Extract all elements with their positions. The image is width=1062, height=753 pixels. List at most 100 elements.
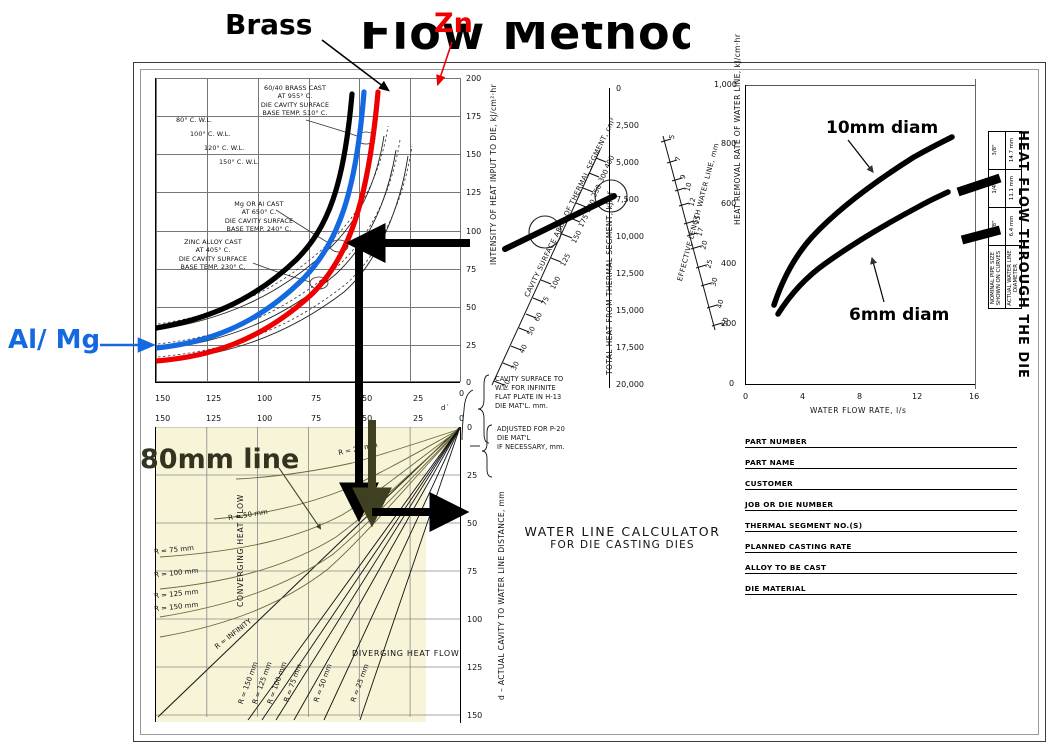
xtick-b-150: 150: [155, 414, 171, 423]
form-row-thermal-segment[interactable]: THERMAL SEGMENT NO.(S): [745, 516, 1017, 537]
ytick-100: 100: [466, 227, 482, 236]
xtick-a-25: 25: [413, 394, 424, 403]
xtick-b-75: 75: [311, 414, 322, 423]
form-input-part-number[interactable]: [745, 447, 1017, 448]
page-title-cropped: Flow Method: [360, 22, 690, 64]
side-title-heat-flow: HEAT FLOW THROUGH THE DIE: [1015, 130, 1030, 379]
ytick-200: 200: [721, 319, 737, 328]
xtick-0: 0: [743, 392, 749, 401]
y-axis-label-cavity-distance: d – ACTUAL CAVITY TO WATER LINE DISTANCE…: [497, 491, 506, 700]
callout-6mm-diam: 6mm diam: [849, 305, 950, 325]
wl-label-120: 120° C. W.L.: [204, 144, 245, 152]
xtick-a-125: 125: [206, 394, 222, 403]
ytick-200: 200: [466, 74, 482, 83]
curve-6mm-diam: [775, 189, 951, 317]
curve-al-mg: [156, 89, 367, 351]
ytick-125: 125: [466, 188, 482, 197]
form-row-part-name[interactable]: PART NAME: [745, 453, 1017, 474]
form-input-customer[interactable]: [745, 489, 1017, 490]
xtick-b-125: 125: [206, 414, 222, 423]
xtick-a-75: 75: [311, 394, 322, 403]
xtick-a-100: 100: [257, 394, 273, 403]
form-row-die-material[interactable]: DIE MATERIAL: [745, 579, 1017, 600]
ytick-25: 25: [466, 341, 477, 350]
dtick-75: 75: [467, 567, 478, 576]
dtick-25: 25: [467, 471, 478, 480]
y-axis-label-heat-removal: HEAT REMOVAL RATE OF WATER LINE, kJ/cm·h…: [733, 33, 742, 225]
caption-line-2: FOR DIE CASTING DIES: [550, 539, 695, 551]
callout-80mm-line: 80mm line: [140, 444, 300, 475]
pipe-size-table: 3/8" 14.7 mm 1/4" 11.1 mm 1/8" 6.4 mm NO…: [988, 131, 1022, 309]
chart-intensity-of-heat-input: 80° C. W.L. 100° C. W.L. 120° C. W.L. 15…: [155, 78, 461, 383]
label-diverging-heat-flow: DIVERGING HEAT FLOW: [352, 649, 460, 658]
dtick-150: 150: [467, 711, 483, 720]
xtick-8: 8: [857, 392, 863, 401]
xtick-b-25: 25: [413, 414, 424, 423]
ytick-600: 600: [721, 199, 737, 208]
wl-label-100: 100° C. W.L.: [190, 130, 231, 138]
x-axis-label-water-flow: WATER FLOW RATE, l/s: [810, 406, 907, 415]
ytick-800: 800: [721, 139, 737, 148]
xtick-b-100: 100: [257, 414, 273, 423]
xtick-12: 12: [912, 392, 923, 401]
form-row-alloy-to-be-cast[interactable]: ALLOY TO BE CAST: [745, 558, 1017, 579]
x-axis-dprime-symbol: d´: [441, 404, 449, 412]
form-input-die-material[interactable]: [745, 594, 1017, 595]
form-row-job-or-die-number[interactable]: JOB OR DIE NUMBER: [745, 495, 1017, 516]
dtick-100: 100: [467, 615, 483, 624]
label-converging-heat-flow: CONVERGING HEAT FLOW: [236, 493, 245, 607]
form-row-part-number[interactable]: PART NUMBER: [745, 432, 1017, 453]
callout-zn: Zn: [434, 8, 473, 39]
wl-label-150: 150° C. W.L.: [219, 158, 260, 166]
sheet-inner-border: [140, 69, 1039, 735]
caption-line-1: WATER LINE CALCULATOR: [524, 524, 721, 539]
pipe-col-3-8: 3/8" 14.7 mm: [989, 132, 1021, 170]
form-input-planned-casting-rate[interactable]: [745, 552, 1017, 553]
curve-brass: [156, 91, 355, 331]
ytick-150: 150: [466, 150, 482, 159]
dtick-0: 0: [467, 423, 473, 432]
dtick-125: 125: [467, 663, 483, 672]
page-title-text: Flow Method: [360, 22, 690, 60]
y-axis-label-heat-input: INTENSITY OF HEAT INPUT TO DIE, kJ/cm²·h…: [489, 83, 498, 265]
annotation-mg-al-cast: Mg OR Al CAST AT 650° C. DIE CAVITY SURF…: [224, 200, 294, 234]
scale-label-total-heat: TOTAL HEAT FROM THERMAL SEGMENT, kJ/hr: [605, 190, 614, 375]
form-input-alloy-to-be-cast[interactable]: [745, 573, 1017, 574]
heat-input-curve-group: [156, 89, 413, 364]
annotation-zinc-cast: ZINC ALLOY CAST AT 405° C. DIE CAVITY SU…: [178, 238, 248, 272]
annotation-brass-cast: 60/40 BRASS CAST AT 955° C. DIE CAVITY S…: [260, 84, 330, 118]
ytick-0: 0: [729, 379, 735, 388]
pipe-col-1-4: 1/4" 11.1 mm: [989, 170, 1021, 208]
xtick-a-0: 0: [459, 389, 465, 398]
ytick-400: 400: [721, 259, 737, 268]
ytick-1000: 1,000: [714, 80, 737, 89]
ytick-175: 175: [466, 112, 482, 121]
ytick-0: 0: [466, 378, 472, 387]
wl-label-80: 80° C. W.L.: [176, 116, 213, 124]
ytick-50: 50: [466, 303, 477, 312]
curve-10mm-diam: [771, 134, 955, 308]
table-column-divider: [1005, 132, 1006, 308]
callout-al-mg: Al/ Mg: [8, 325, 101, 355]
form-input-job-or-die-number[interactable]: [745, 510, 1017, 511]
form-input-part-name[interactable]: [745, 468, 1017, 469]
form-input-thermal-segment[interactable]: [745, 531, 1017, 532]
ytick-75: 75: [466, 265, 477, 274]
pipe-col-1-8: 1/8" 6.4 mm: [989, 208, 1021, 246]
callout-brass: Brass: [225, 8, 313, 41]
xtick-b-50: 50: [362, 414, 373, 423]
calculator-caption: WATER LINE CALCULATOR FOR DIE CASTING DI…: [515, 524, 730, 551]
xtick-4: 4: [800, 392, 806, 401]
xtick-a-50: 50: [362, 394, 373, 403]
curve-zn: [156, 89, 381, 364]
note-adjusted-p20: ADJUSTED FOR P-20 DIE MAT'L IF NECESSARY…: [497, 425, 565, 451]
xtick-a-150: 150: [155, 394, 171, 403]
form-row-customer[interactable]: CUSTOMER: [745, 474, 1017, 495]
job-information-form: PART NUMBER PART NAME CUSTOMER JOB OR DI…: [745, 432, 1017, 600]
xtick-16: 16: [969, 392, 980, 401]
dtick-50: 50: [467, 519, 478, 528]
xtick-b-0: 0: [459, 414, 465, 423]
form-row-planned-casting-rate[interactable]: PLANNED CASTING RATE: [745, 537, 1017, 558]
heat-removal-curve-group: [771, 134, 955, 317]
